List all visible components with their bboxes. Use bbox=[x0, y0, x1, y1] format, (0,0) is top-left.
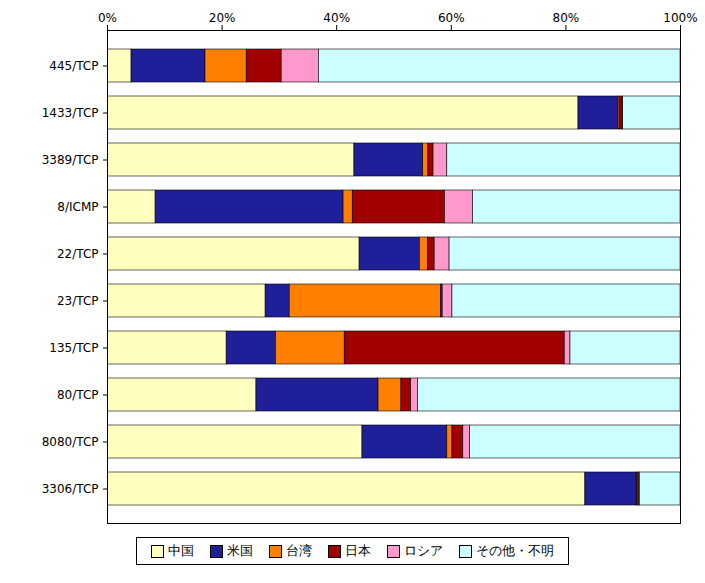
svg-text:135/TCP: 135/TCP bbox=[49, 341, 98, 355]
html-text:台湾: 台湾 bbox=[286, 543, 312, 558]
svg-text:100%: 100% bbox=[663, 11, 697, 25]
svg-text:1433/TCP: 1433/TCP bbox=[42, 106, 99, 120]
svg-text:445/TCP: 445/TCP bbox=[49, 59, 98, 73]
svg-text:80/TCP: 80/TCP bbox=[57, 388, 99, 402]
svg-text:8080/TCP: 8080/TCP bbox=[42, 435, 99, 449]
svg-text:60%: 60% bbox=[438, 11, 465, 25]
svg-text:3306/TCP: 3306/TCP bbox=[42, 482, 99, 496]
svg-text:80%: 80% bbox=[553, 11, 580, 25]
svg-text:3389/TCP: 3389/TCP bbox=[42, 153, 99, 167]
svg-text:20%: 20% bbox=[209, 11, 236, 25]
html-text:米国: 米国 bbox=[227, 543, 253, 558]
svg-text:8/ICMP: 8/ICMP bbox=[57, 200, 98, 214]
html-text:ロシア: ロシア bbox=[404, 543, 443, 558]
svg-text:22/TCP: 22/TCP bbox=[57, 247, 99, 261]
svg-text:0%: 0% bbox=[98, 11, 117, 25]
html-text:その他・不明: その他・不明 bbox=[476, 543, 554, 558]
svg-text:40%: 40% bbox=[323, 11, 350, 25]
html-text:中国: 中国 bbox=[168, 543, 194, 558]
html-text:日本: 日本 bbox=[345, 543, 371, 558]
svg-text:23/TCP: 23/TCP bbox=[57, 294, 99, 308]
